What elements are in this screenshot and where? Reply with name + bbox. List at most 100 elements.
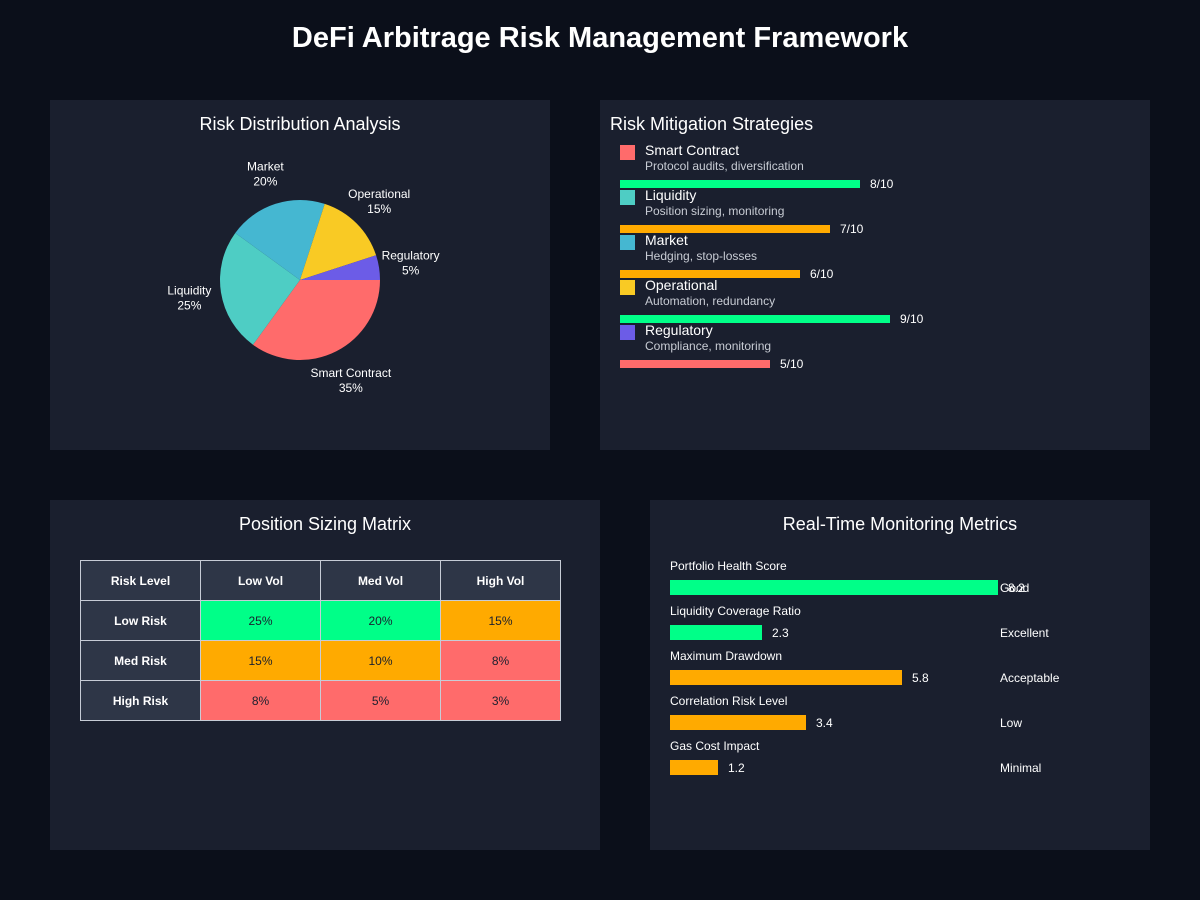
metric-row: Liquidity Coverage Ratio 2.3 Excellent xyxy=(650,604,1150,649)
metric-label: Liquidity Coverage Ratio xyxy=(670,604,801,618)
table-cell: 20% xyxy=(320,600,441,641)
table-header-row: Risk Level Low Vol Med Vol High Vol xyxy=(80,560,561,601)
mitigation-score-bar xyxy=(620,180,860,188)
metric-value: 2.3 xyxy=(772,626,789,640)
mitigation-description: Protocol audits, diversification xyxy=(645,159,804,173)
mitigation-score-bar xyxy=(620,225,830,233)
pie-value-label: 15% xyxy=(367,202,391,216)
table-row: High Risk 8% 5% 3% xyxy=(80,680,561,721)
pie-value-label: 5% xyxy=(402,263,420,277)
metric-status: Acceptable xyxy=(1000,671,1060,685)
risk-distribution-title: Risk Distribution Analysis xyxy=(199,114,401,134)
legend-swatch xyxy=(620,280,635,295)
pie-value-label: 25% xyxy=(177,299,201,313)
pie-label: Operational xyxy=(348,187,410,201)
pie-label: Liquidity xyxy=(167,284,211,298)
table-cell: 8% xyxy=(200,680,321,721)
metric-status: Good xyxy=(1000,581,1030,595)
pie-slice-smart-contract xyxy=(252,280,380,360)
row-header: Low Risk xyxy=(80,600,201,641)
table-cell: 15% xyxy=(200,640,321,681)
metric-bar xyxy=(670,760,718,775)
metric-status: Low xyxy=(1000,716,1023,730)
pie-label: Regulatory xyxy=(382,248,440,262)
mitigation-score-bar xyxy=(620,270,800,278)
metric-bar xyxy=(670,625,762,640)
mitigation-description: Automation, redundancy xyxy=(645,294,776,308)
row-header: High Risk xyxy=(80,680,201,721)
pie-slice-market xyxy=(235,200,325,280)
mitigation-score-label: 7/10 xyxy=(840,222,864,236)
mitigation-description: Hedging, stop-losses xyxy=(645,249,758,263)
mitigation-item: Market Hedging, stop-losses 6/10 xyxy=(600,230,1150,281)
metric-label: Correlation Risk Level xyxy=(670,694,788,708)
position-matrix-panel: Position Sizing Matrix Risk Level Low Vo… xyxy=(50,500,600,850)
mitigation-score-label: 6/10 xyxy=(810,267,834,281)
metric-status: Excellent xyxy=(1000,626,1049,640)
legend-swatch xyxy=(620,325,635,340)
page-title: DeFi Arbitrage Risk Management Framework xyxy=(291,22,909,54)
risk-distribution-panel: Risk Distribution Analysis Smart Contrac… xyxy=(50,100,550,450)
table-row: Low Risk 25% 20% 15% xyxy=(80,600,561,641)
mitigation-item: Regulatory Compliance, monitoring 5/10 xyxy=(600,320,1150,371)
column-header: Risk Level xyxy=(80,560,201,601)
metric-label: Portfolio Health Score xyxy=(670,559,787,573)
pie-label: Smart Contract xyxy=(310,366,391,380)
mitigation-name: Operational xyxy=(645,277,718,293)
table-cell: 5% xyxy=(320,680,441,721)
mitigation-item: Liquidity Position sizing, monitoring 7/10 xyxy=(600,185,1150,236)
mitigation-description: Compliance, monitoring xyxy=(645,339,772,353)
table-cell: 15% xyxy=(440,600,561,641)
mitigation-description: Position sizing, monitoring xyxy=(645,204,785,218)
monitoring-title: Real-Time Monitoring Metrics xyxy=(782,514,1018,534)
position-matrix-title: Position Sizing Matrix xyxy=(238,514,412,534)
table-cell: 3% xyxy=(440,680,561,721)
pie-label: Market xyxy=(247,159,284,173)
metric-label: Gas Cost Impact xyxy=(670,739,760,753)
metric-value: 5.8 xyxy=(912,671,929,685)
mitigation-score-bar xyxy=(620,315,890,323)
mitigation-score-label: 5/10 xyxy=(780,357,804,371)
pie-slice-liquidity xyxy=(220,232,300,345)
position-sizing-table: Risk Level Low Vol Med Vol High Vol Low … xyxy=(80,560,561,721)
metric-value: 8.2 xyxy=(1008,581,1025,595)
metric-row: Gas Cost Impact 1.2 Minimal xyxy=(650,739,1150,784)
pie-value-label: 20% xyxy=(253,174,277,188)
mitigation-panel: Risk Mitigation Strategies Smart Contrac… xyxy=(600,100,1150,450)
mitigation-score-label: 9/10 xyxy=(900,312,924,326)
table-row: Med Risk 15% 10% 8% xyxy=(80,640,561,681)
mitigation-title: Risk Mitigation Strategies xyxy=(610,114,814,134)
metric-bar xyxy=(670,670,902,685)
table-cell: 25% xyxy=(200,600,321,641)
pie-value-label: 35% xyxy=(339,381,363,395)
mitigation-item: Operational Automation, redundancy 9/10 xyxy=(600,275,1150,326)
mitigation-score-label: 8/10 xyxy=(870,177,894,191)
pie-slice-regulatory xyxy=(300,255,380,280)
mitigation-item: Smart Contract Protocol audits, diversifi… xyxy=(600,140,1150,191)
table-cell: 8% xyxy=(440,640,561,681)
mitigation-name: Market xyxy=(645,232,688,248)
column-header: High Vol xyxy=(440,560,561,601)
column-header: Low Vol xyxy=(200,560,321,601)
mitigation-name: Smart Contract xyxy=(645,142,740,158)
mitigation-name: Regulatory xyxy=(645,322,713,338)
metric-row: Correlation Risk Level 3.4 Low xyxy=(650,694,1150,739)
table-cell: 10% xyxy=(320,640,441,681)
metric-row: Maximum Drawdown 5.8 Acceptable xyxy=(650,649,1150,694)
column-header: Med Vol xyxy=(320,560,441,601)
metric-bar xyxy=(670,580,998,595)
row-header: Med Risk xyxy=(80,640,201,681)
mitigation-name: Liquidity xyxy=(645,187,697,203)
metric-bar xyxy=(670,715,806,730)
legend-swatch xyxy=(620,190,635,205)
metric-row: Portfolio Health Score 8.2 Good xyxy=(650,559,1150,604)
legend-swatch xyxy=(620,235,635,250)
metric-label: Maximum Drawdown xyxy=(670,649,783,663)
monitoring-panel: Real-Time Monitoring Metrics Portfolio H… xyxy=(650,500,1150,850)
metric-status: Minimal xyxy=(1000,761,1042,775)
metric-value: 1.2 xyxy=(728,761,745,775)
mitigation-score-bar xyxy=(620,360,770,368)
legend-swatch xyxy=(620,145,635,160)
metric-value: 3.4 xyxy=(816,716,833,730)
